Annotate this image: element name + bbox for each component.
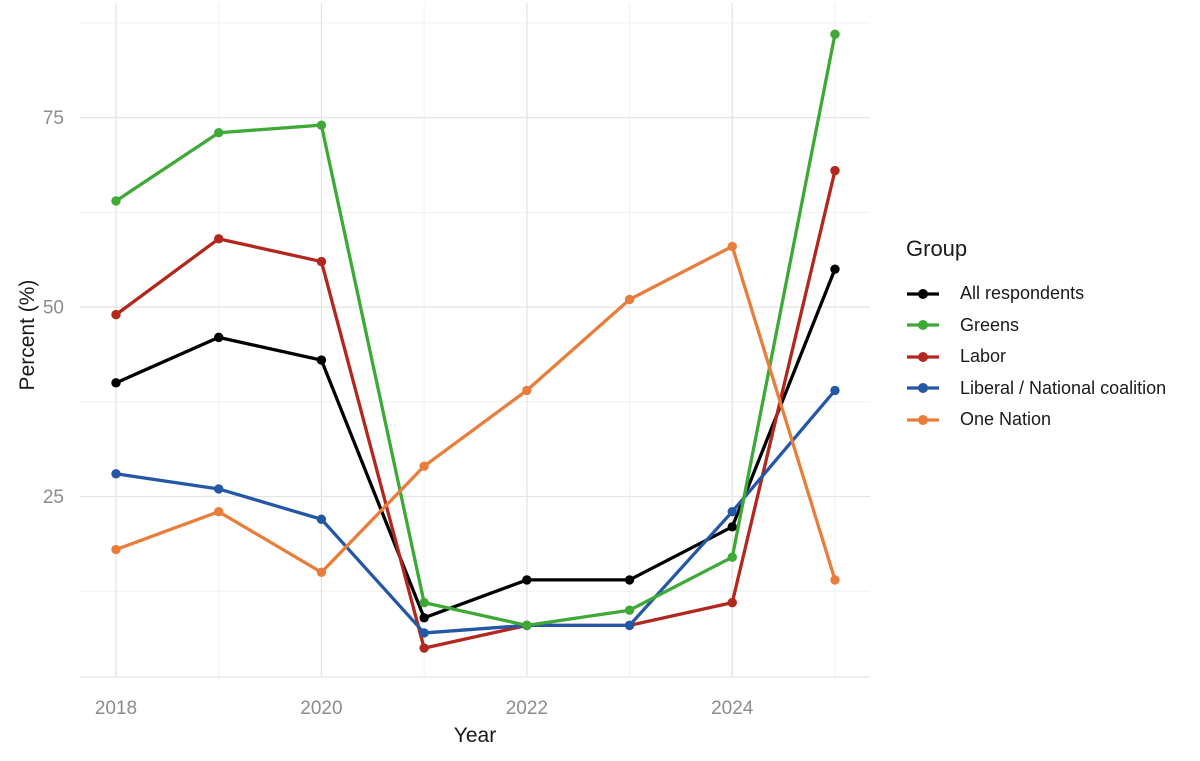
x-tick-label: 2024 [711,698,754,719]
data-point-labor [727,597,737,608]
legend-key-point [918,414,928,425]
data-point-all-respondents [111,378,121,388]
data-point-labor [830,165,840,176]
y-tick-label: 25 [43,487,64,508]
data-point-greens [830,29,840,39]
legend-items: All respondents Greens Labor Liberal / Nati… [906,278,1166,436]
data-point-greens [214,128,224,138]
data-point-labor [316,256,327,267]
legend-item-labor: Labor [906,341,1166,373]
series-line-greens [114,32,837,628]
data-point-one-nation [214,506,224,517]
data-point-all-respondents [727,522,737,532]
x-tick-label: 2022 [506,698,548,719]
y-tick-label: 75 [43,108,64,129]
series-line-all-respondents [114,267,837,620]
data-point-liberal-national-coalition [214,484,224,494]
data-point-liberal-national-coalition [419,628,429,638]
data-point-one-nation [111,544,121,555]
series-greens [111,29,840,631]
data-point-one-nation [727,241,737,252]
legend-key-icon [907,414,939,425]
data-point-greens [316,120,327,130]
x-tick-label: 2020 [300,698,342,719]
series-one-nation [111,241,840,585]
legend-item-label: Greens [960,314,1020,335]
data-point-all-respondents [522,575,532,585]
series-labor [111,165,840,653]
x-axis-title: Year [453,724,497,747]
data-point-all-respondents [830,264,840,274]
series-line-one-nation [114,244,837,582]
gridlines [80,3,870,678]
legend-item-greens: Greens [906,310,1166,342]
legend-key-point [918,288,928,299]
legend-item-label: All respondents [960,283,1085,304]
x-tick-label: 2018 [95,698,137,719]
data-point-greens [111,196,121,206]
axis-tick-labels: 2018 2020 2022 2024 25 50 75 [43,108,754,719]
data-point-all-respondents [316,355,327,365]
data-point-liberal-national-coalition [624,620,635,631]
data-point-all-respondents [214,332,224,343]
data-point-one-nation [419,461,429,471]
data-point-liberal-national-coalition [316,514,327,524]
data-point-greens [727,552,737,562]
data-point-one-nation [316,567,327,578]
legend-key-point [918,383,928,394]
data-point-labor [419,643,429,653]
data-point-greens [624,605,635,615]
legend-key-icon [907,383,939,394]
legend-item-one-nation: One Nation [906,404,1166,436]
legend-key-point [918,320,928,331]
data-point-one-nation [522,385,532,396]
legend-title: Group [906,236,968,261]
series-liberal-national-coalition [111,385,840,638]
series-line-liberal-national-coalition [114,388,837,635]
legend-item-liberal-national-coalition: Liberal / National coalition [906,373,1166,405]
series-line-labor [114,168,837,650]
legend-key-icon [907,351,939,362]
data-point-greens [522,620,532,631]
legend: Group All respondents Greens Labor Liberal … [906,236,1166,436]
data-point-one-nation [830,575,840,585]
legend-item-label: Labor [960,346,1007,367]
y-tick-label: 50 [43,298,64,319]
data-point-liberal-national-coalition [830,385,840,396]
data-point-greens [419,597,429,608]
data-point-liberal-national-coalition [727,506,737,517]
legend-key-icon [907,320,939,331]
data-point-all-respondents [624,575,635,585]
series-all-respondents [111,264,840,623]
legend-key-point [918,351,928,362]
legend-key-icon [907,288,939,299]
legend-item-label: One Nation [960,409,1052,430]
legend-item-label: Liberal / National coalition [960,377,1167,398]
data-point-labor [214,234,224,244]
y-axis-title: Percent (%) [16,279,39,391]
data-point-labor [111,309,121,320]
data-point-liberal-national-coalition [111,469,121,479]
data-point-all-respondents [419,613,429,623]
legend-item-all-respondents: All respondents [906,278,1166,310]
data-point-one-nation [624,294,635,305]
